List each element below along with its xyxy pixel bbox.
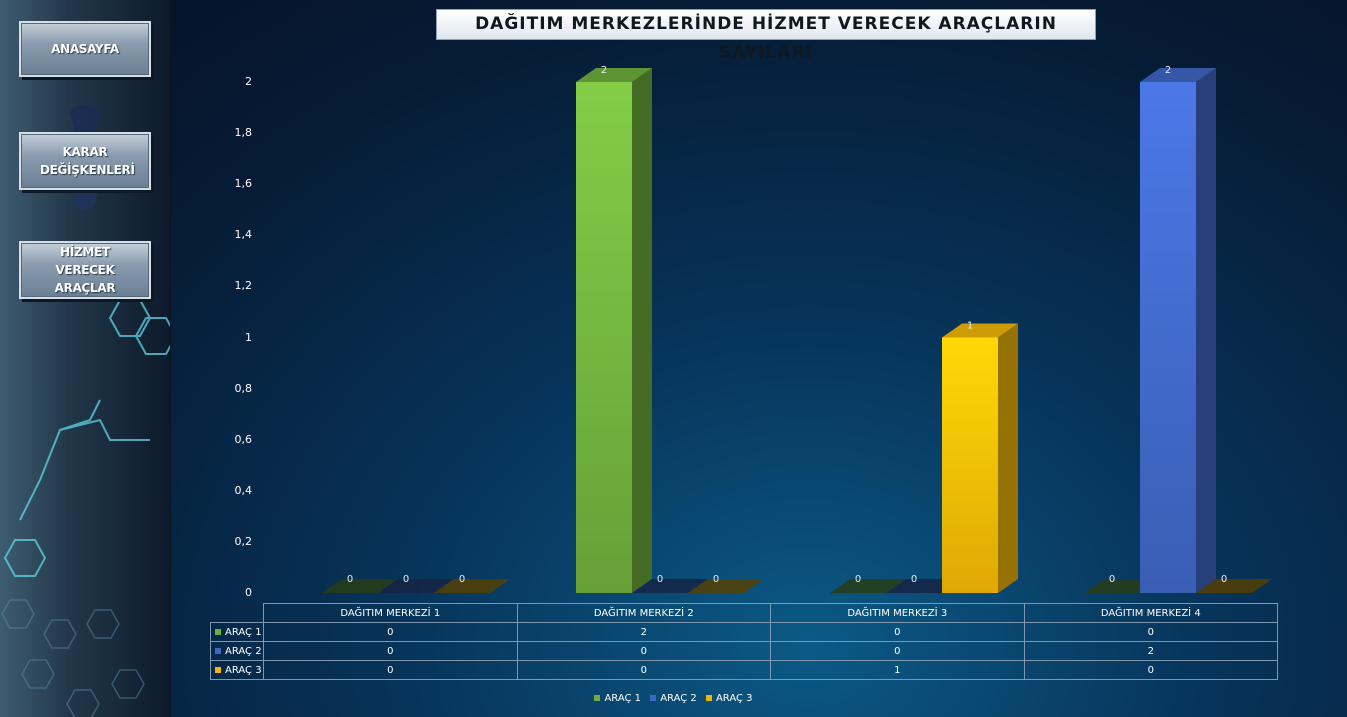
chart-title: DAĞITIM MERKEZLERİNDE HİZMET VERECEK ARA…	[436, 9, 1096, 63]
arac1-swatch-icon	[215, 628, 221, 635]
data-label: 0	[403, 574, 409, 585]
data-table: DAĞITIM MERKEZİ 1 DAĞITIM MERKEZİ 2 DAĞI…	[210, 603, 1278, 680]
table-cell: 2	[1023, 641, 1278, 661]
bar	[576, 68, 652, 593]
table-row: ARAÇ 3 0 0 1 0	[210, 660, 1278, 680]
y-tick-label: 0,6	[234, 432, 253, 446]
table-cell: 0	[1023, 622, 1278, 642]
anasayfa-button[interactable]: ANASAYFA	[19, 21, 151, 77]
table-cell: 0	[770, 622, 1025, 642]
bar	[1196, 579, 1272, 593]
y-tick-label: 1,8	[234, 126, 253, 140]
table-header-cell: DAĞITIM MERKEZİ 3	[770, 603, 1025, 623]
row-label: ARAÇ 3	[225, 664, 262, 676]
data-label: 0	[459, 574, 465, 585]
data-label: 0	[855, 574, 861, 585]
table-cell: 1	[770, 660, 1025, 680]
bar	[1084, 579, 1160, 593]
table-header-cell: DAĞITIM MERKEZİ 2	[516, 603, 771, 623]
data-label: 0	[911, 574, 917, 585]
hizmet-verecek-araclar-button[interactable]: HİZMET VERECEK ARAÇLAR	[19, 241, 151, 299]
table-row: ARAÇ 1 0 2 0 0	[210, 622, 1278, 642]
table-cell: 2	[516, 622, 771, 642]
legend-item: ARAÇ 2	[650, 693, 697, 704]
bar	[322, 579, 398, 593]
y-tick-label: 1,2	[234, 279, 253, 293]
hizmet-verecek-araclar-label: HİZMET VERECEK ARAÇLAR	[54, 245, 116, 295]
table-row-head: ARAÇ 1	[210, 622, 264, 642]
data-label: 0	[657, 574, 663, 585]
bar	[942, 323, 1018, 593]
data-label: 0	[1221, 574, 1227, 585]
bar	[434, 579, 510, 593]
table-cell: 0	[263, 660, 518, 680]
row-label: ARAÇ 1	[225, 626, 262, 638]
table-row-head: ARAÇ 3	[210, 660, 264, 680]
legend-label: ARAÇ 2	[660, 693, 697, 704]
karar-degiskenleri-label: KARAR DEĞİŞKENLERİ	[40, 145, 135, 177]
legend-item: ARAÇ 1	[594, 693, 641, 704]
table-header-row: DAĞITIM MERKEZİ 1 DAĞITIM MERKEZİ 2 DAĞI…	[210, 603, 1278, 623]
y-tick-label: 1,6	[234, 177, 253, 191]
bar	[886, 579, 962, 593]
legend-label: ARAÇ 1	[604, 693, 642, 704]
table-header-cell: DAĞITIM MERKEZİ 4	[1023, 603, 1278, 623]
y-tick-label: 0,8	[234, 381, 253, 395]
bar	[830, 579, 906, 593]
table-row: ARAÇ 2 0 0 0 2	[210, 641, 1278, 661]
legend-label: ARAÇ 3	[715, 693, 753, 704]
y-tick-label: 1,4	[234, 228, 253, 242]
bar	[378, 579, 454, 593]
sidebar: ANASAYFA KARAR DEĞİŞKENLERİ HİZMET VEREC…	[0, 0, 171, 717]
legend-item: ARAÇ 3	[705, 693, 753, 704]
chart-legend: ARAÇ 1 ARAÇ 2 ARAÇ 3	[0, 693, 1347, 704]
table-cell: 0	[1023, 660, 1278, 680]
data-label: 2	[1165, 65, 1171, 76]
table-header-cell: DAĞITIM MERKEZİ 1	[263, 603, 518, 623]
table-cell: 0	[263, 641, 518, 661]
table-row-head: ARAÇ 2	[210, 641, 264, 661]
table-cell: 0	[516, 641, 771, 661]
y-tick-label: 1	[245, 330, 252, 344]
arac3-legend-icon	[705, 695, 712, 701]
data-label: 2	[601, 65, 607, 76]
y-tick-label: 0	[245, 586, 252, 599]
table-corner	[210, 603, 264, 623]
hexagon-decoration	[1, 105, 170, 717]
data-label: 0	[1109, 574, 1115, 585]
table-cell: 0	[770, 641, 1025, 661]
table-cell: 0	[263, 622, 518, 642]
table-cell: 0	[516, 660, 771, 680]
data-label: 1	[967, 321, 973, 332]
arac3-swatch-icon	[215, 666, 221, 673]
arac2-legend-icon	[650, 695, 657, 701]
y-tick-label: 0,4	[234, 483, 253, 497]
arac1-legend-icon	[594, 695, 601, 701]
y-tick-label: 0,2	[234, 534, 253, 548]
y-tick-label: 2	[245, 75, 252, 88]
row-label: ARAÇ 2	[225, 645, 262, 657]
data-label: 0	[347, 574, 353, 585]
data-label: 0	[713, 574, 719, 585]
bar	[1140, 68, 1216, 593]
bar	[632, 579, 708, 593]
bar	[688, 579, 764, 593]
karar-degiskenleri-button[interactable]: KARAR DEĞİŞKENLERİ	[19, 132, 151, 190]
arac2-swatch-icon	[215, 647, 221, 654]
